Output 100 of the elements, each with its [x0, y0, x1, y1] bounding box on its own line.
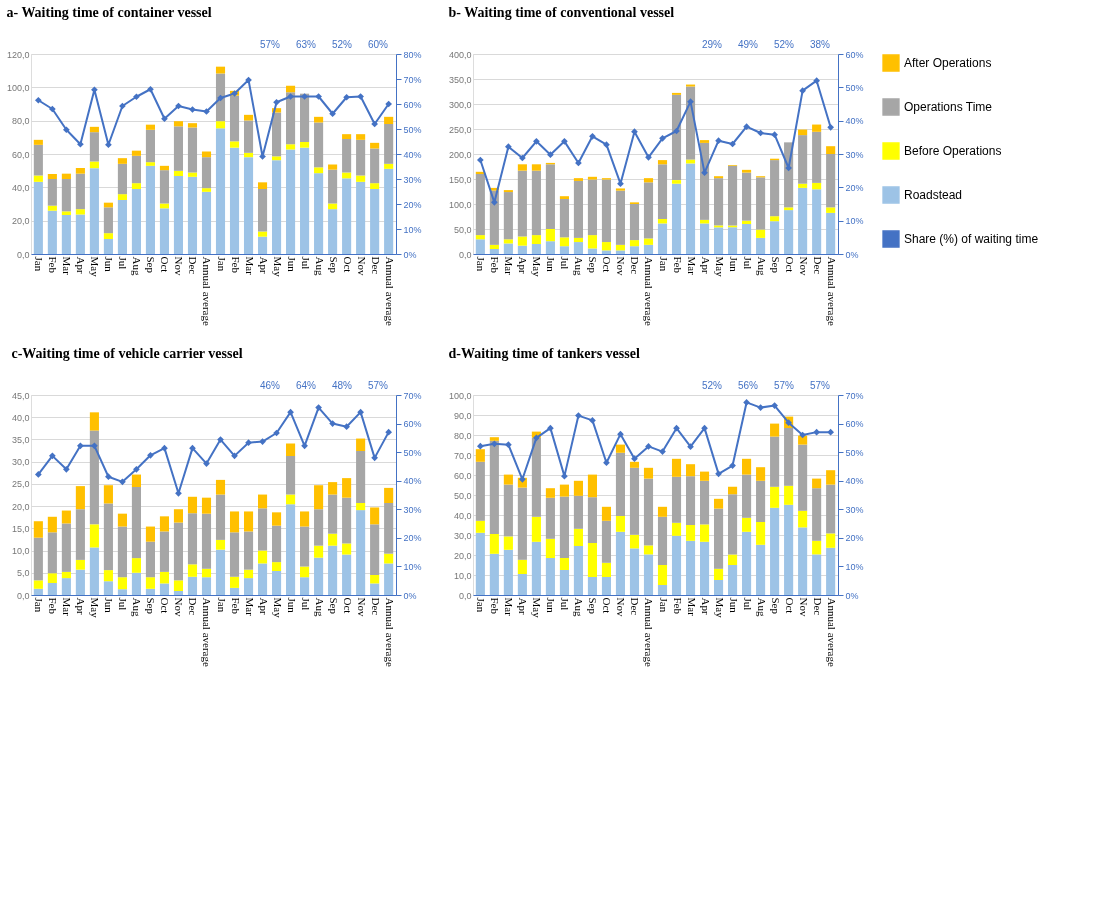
y-tick-label: 300,0	[448, 99, 472, 110]
text: 52%	[701, 380, 723, 391]
x-tick-label: Oct	[783, 597, 796, 614]
y2-tick-label: 40%	[845, 476, 864, 487]
x-tick-label: Jun	[727, 256, 740, 273]
x-tick-label: Jul	[559, 597, 572, 611]
x-tick-label: Feb	[229, 597, 242, 615]
x-tick-label: Nov	[615, 256, 628, 276]
x-tick-label: Mar	[503, 597, 516, 617]
x-tick-label: Dec	[811, 597, 824, 616]
text: 60%	[367, 39, 389, 50]
x-tick-label: May	[89, 256, 102, 278]
text: 38%	[809, 39, 831, 50]
x-tick-label: Apr	[517, 597, 530, 615]
y2-tick-label: 0%	[403, 590, 417, 601]
x-tick-label: Feb	[671, 597, 684, 615]
y2-tick-label: 0%	[845, 249, 859, 260]
y-tick-label: 100,0	[448, 199, 472, 210]
x-tick-label: Jul	[299, 256, 312, 270]
text: 52%	[773, 39, 795, 50]
x-tick-label: Feb	[47, 256, 60, 274]
y2-tick-label: 10%	[403, 561, 422, 572]
y2-tick-label: 0%	[403, 249, 417, 260]
x-tick-label: Annual average	[825, 256, 838, 326]
x-tick-label: Jan	[33, 256, 46, 272]
x-tick-label: Jun	[285, 597, 298, 614]
y-tick-label: 40,0	[11, 412, 30, 423]
x-tick-label: Jan	[215, 597, 228, 613]
legend-label: After Operations	[904, 56, 992, 70]
y2-tick-label: 40%	[403, 149, 422, 160]
x-tick-label: Jun	[285, 256, 298, 273]
y-tick-label: 0,0	[16, 249, 30, 260]
x-tick-label: Nov	[173, 256, 186, 276]
x-tick-label: Apr	[75, 256, 88, 274]
y2-tick-label: 60%	[403, 419, 422, 430]
x-tick-label: Aug	[131, 597, 144, 617]
x-tick-label: Mar	[243, 256, 256, 276]
y-tick-label: 30,0	[11, 457, 30, 468]
text: 29%	[701, 39, 723, 50]
text: 46%	[259, 380, 281, 391]
x-tick-label: Jul	[299, 597, 312, 611]
y-tick-label: 20,0	[11, 216, 30, 227]
y-tick-label: 20,0	[453, 550, 472, 561]
y2-tick-label: 0%	[845, 590, 859, 601]
y2-tick-label: 50%	[403, 447, 422, 458]
y-tick-label: 350,0	[448, 74, 472, 85]
y-tick-label: 40,0	[11, 182, 30, 193]
x-tick-label: Jul	[741, 597, 754, 611]
x-tick-label: Jun	[545, 597, 558, 614]
x-tick-label: Oct	[341, 597, 354, 614]
y2-tick-label: 30%	[845, 504, 864, 515]
x-tick-label: Jan	[475, 256, 488, 272]
x-tick-label: Oct	[601, 597, 614, 614]
x-tick-label: Jun	[545, 256, 558, 273]
y-tick-label: 250,0	[448, 124, 472, 135]
x-tick-label: Aug	[573, 597, 586, 617]
x-tick-label: Dec	[187, 256, 200, 275]
x-tick-label: Apr	[699, 256, 712, 274]
y-tick-label: 60,0	[453, 470, 472, 481]
y-tick-label: 150,0	[448, 174, 472, 185]
x-tick-label: Aug	[573, 256, 586, 276]
x-tick-label: Oct	[159, 597, 172, 614]
x-tick-label: Nov	[355, 256, 368, 276]
x-tick-label: May	[713, 256, 726, 278]
x-tick-label: Sep	[145, 256, 158, 274]
x-tick-label: Jun	[103, 597, 116, 614]
y2-tick-label: 50%	[845, 447, 864, 458]
x-tick-label: Annual average	[383, 256, 396, 326]
text: 64%	[295, 380, 317, 391]
x-tick-label: Annual average	[643, 256, 656, 326]
x-tick-label: Jan	[475, 597, 488, 613]
y-tick-label: 90,0	[453, 410, 472, 421]
x-tick-label: Nov	[173, 597, 186, 617]
y-tick-label: 70,0	[453, 450, 472, 461]
y-tick-label: 25,0	[11, 479, 30, 490]
x-tick-label: Apr	[517, 256, 530, 274]
y-tick-label: 5,0	[16, 568, 30, 579]
x-tick-label: Annual average	[201, 597, 214, 667]
x-tick-label: Jul	[117, 597, 130, 611]
y2-tick-label: 70%	[403, 74, 422, 85]
x-tick-label: Apr	[699, 597, 712, 615]
x-tick-label: Dec	[187, 597, 200, 616]
y-tick-label: 10,0	[453, 570, 472, 581]
x-tick-label: Sep	[327, 597, 340, 615]
y-tick-label: 0,0	[458, 590, 472, 601]
y-tick-label: 35,0	[11, 434, 30, 445]
y2-tick-label: 70%	[403, 390, 422, 401]
x-tick-label: Dec	[369, 597, 382, 616]
legend-label: Share (%) of waiting time	[904, 232, 1039, 246]
legend-label: Operations Time	[904, 100, 993, 114]
x-tick-label: Jun	[103, 256, 116, 273]
x-tick-label: Aug	[313, 256, 326, 276]
y2-tick-label: 10%	[403, 224, 422, 235]
y-tick-label: 50,0	[453, 224, 472, 235]
text: 57%	[809, 380, 831, 391]
text: 49%	[737, 39, 759, 50]
x-tick-label: Sep	[587, 597, 600, 615]
x-tick-label: Aug	[755, 256, 768, 276]
x-tick-label: Sep	[769, 597, 782, 615]
x-tick-label: Feb	[47, 597, 60, 615]
